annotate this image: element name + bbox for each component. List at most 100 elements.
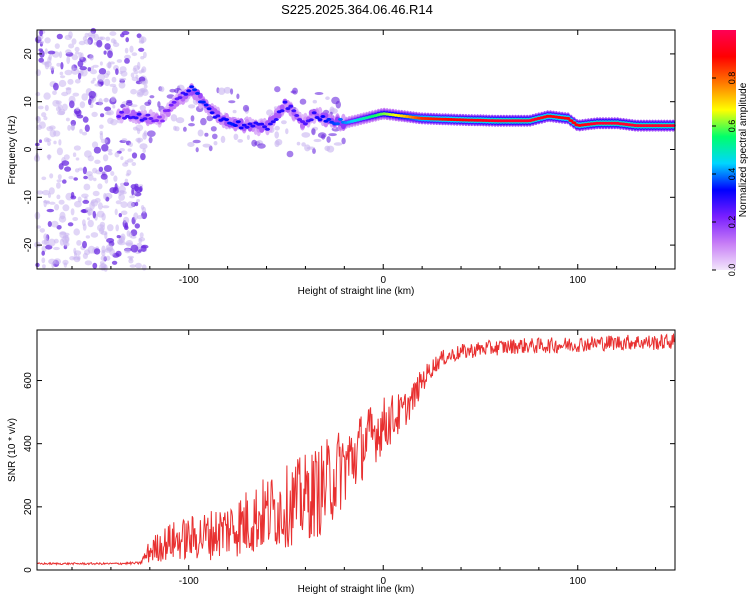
noise-dot bbox=[83, 183, 91, 191]
snr-xlabel: Height of straight line (km) bbox=[298, 584, 415, 595]
noise-dot bbox=[56, 33, 63, 40]
noise-dot bbox=[124, 47, 129, 54]
noise-dot bbox=[49, 65, 55, 71]
noise-dot bbox=[123, 216, 130, 224]
noise-dot bbox=[97, 73, 105, 82]
noise-dot bbox=[93, 177, 97, 182]
colorbar-gradient bbox=[712, 30, 736, 270]
noise-dot bbox=[117, 239, 123, 245]
noise-dot bbox=[128, 232, 133, 238]
noise-dot bbox=[98, 166, 104, 172]
x-tick-label: 100 bbox=[569, 275, 586, 286]
noise-dot bbox=[124, 248, 131, 254]
track-mark bbox=[186, 89, 192, 93]
track-mark bbox=[244, 125, 250, 129]
noise-dot bbox=[43, 200, 50, 204]
track-mark bbox=[203, 103, 209, 107]
noise-dot bbox=[301, 132, 311, 138]
noise-dot bbox=[58, 199, 65, 205]
track-mark bbox=[568, 119, 574, 123]
track-mark bbox=[262, 125, 268, 129]
noise-dot bbox=[139, 143, 148, 150]
noise-dot bbox=[133, 70, 139, 75]
noise-dot bbox=[111, 85, 118, 94]
colorbar: 0.0 0.2 0.4 0.6 0.8 Normalized spectral ampl… bbox=[712, 30, 749, 276]
noise-dot bbox=[341, 137, 346, 145]
track-mark bbox=[273, 118, 279, 121]
noise-dot bbox=[274, 131, 280, 139]
x-tick-label: 0 bbox=[380, 275, 386, 286]
noise-dot bbox=[100, 138, 108, 144]
noise-dot bbox=[92, 77, 96, 82]
noise-dot bbox=[118, 185, 126, 193]
noise-dot bbox=[125, 173, 130, 177]
track-mark bbox=[160, 114, 165, 120]
noise-dot bbox=[312, 99, 317, 104]
noise-dot bbox=[36, 190, 44, 195]
noise-dot bbox=[286, 150, 294, 158]
noise-dot bbox=[90, 232, 99, 238]
noise-dot bbox=[73, 145, 81, 151]
noise-dot bbox=[141, 264, 147, 271]
noise-dot bbox=[119, 66, 127, 73]
noise-dot bbox=[121, 138, 128, 142]
track-mark bbox=[133, 116, 139, 120]
noise-dot bbox=[187, 142, 195, 147]
track-mark bbox=[250, 124, 256, 128]
track-mark bbox=[224, 118, 230, 122]
noise-dot bbox=[129, 45, 134, 53]
noise-dot bbox=[99, 124, 104, 129]
noise-dot bbox=[73, 177, 78, 181]
noise-dot bbox=[98, 98, 103, 106]
noise-dot bbox=[107, 148, 113, 153]
noise-dot bbox=[99, 227, 105, 235]
noise-dot bbox=[242, 104, 250, 112]
noise-dot bbox=[90, 69, 97, 75]
noise-dot bbox=[143, 84, 148, 89]
noise-dot bbox=[124, 222, 129, 229]
noise-dot bbox=[58, 139, 62, 146]
noise-dot bbox=[57, 110, 65, 116]
noise-dot bbox=[87, 32, 96, 37]
noise-dot bbox=[56, 225, 62, 230]
noise-dot bbox=[48, 258, 56, 265]
noise-dot bbox=[333, 142, 343, 146]
track-mark bbox=[183, 92, 189, 96]
noise-dot bbox=[50, 220, 59, 228]
noise-dot bbox=[140, 245, 147, 252]
noise-dot bbox=[112, 42, 120, 48]
noise-dot bbox=[67, 124, 71, 131]
snr-panel: -100 0 100 0 200 400 600 Height of straight li… bbox=[7, 329, 676, 595]
noise-dot bbox=[49, 173, 54, 179]
noise-dot bbox=[74, 168, 80, 173]
noise-dot bbox=[41, 250, 45, 256]
noise-dot bbox=[125, 240, 134, 247]
noise-dot bbox=[115, 200, 122, 205]
y-tick-label: 0 bbox=[23, 567, 34, 573]
noise-dot bbox=[53, 140, 57, 145]
noise-dot bbox=[138, 70, 143, 74]
noise-dot bbox=[139, 105, 146, 111]
noise-dot bbox=[115, 68, 119, 75]
noise-dot bbox=[74, 46, 80, 53]
noise-dot bbox=[71, 64, 75, 71]
noise-dot bbox=[134, 223, 140, 229]
noise-dot bbox=[204, 132, 209, 137]
colorbar-label: Normalized spectral amplitude bbox=[738, 82, 749, 217]
track-mark bbox=[189, 85, 195, 89]
signal-track bbox=[116, 83, 676, 137]
track-mark bbox=[314, 116, 320, 119]
noise-dot bbox=[89, 103, 94, 108]
noise-dot bbox=[142, 132, 147, 140]
snr-axes: -100 0 100 0 200 400 600 bbox=[23, 330, 675, 587]
noise-dot bbox=[75, 51, 80, 55]
track-mark bbox=[279, 109, 285, 113]
noise-dot bbox=[97, 202, 103, 210]
noise-dot bbox=[131, 52, 138, 57]
colorbar-tick-label: 0.4 bbox=[727, 168, 737, 181]
noise-dot bbox=[79, 128, 83, 134]
noise-dot bbox=[82, 166, 87, 175]
noise-dot bbox=[140, 56, 145, 60]
track-mark bbox=[215, 114, 221, 118]
